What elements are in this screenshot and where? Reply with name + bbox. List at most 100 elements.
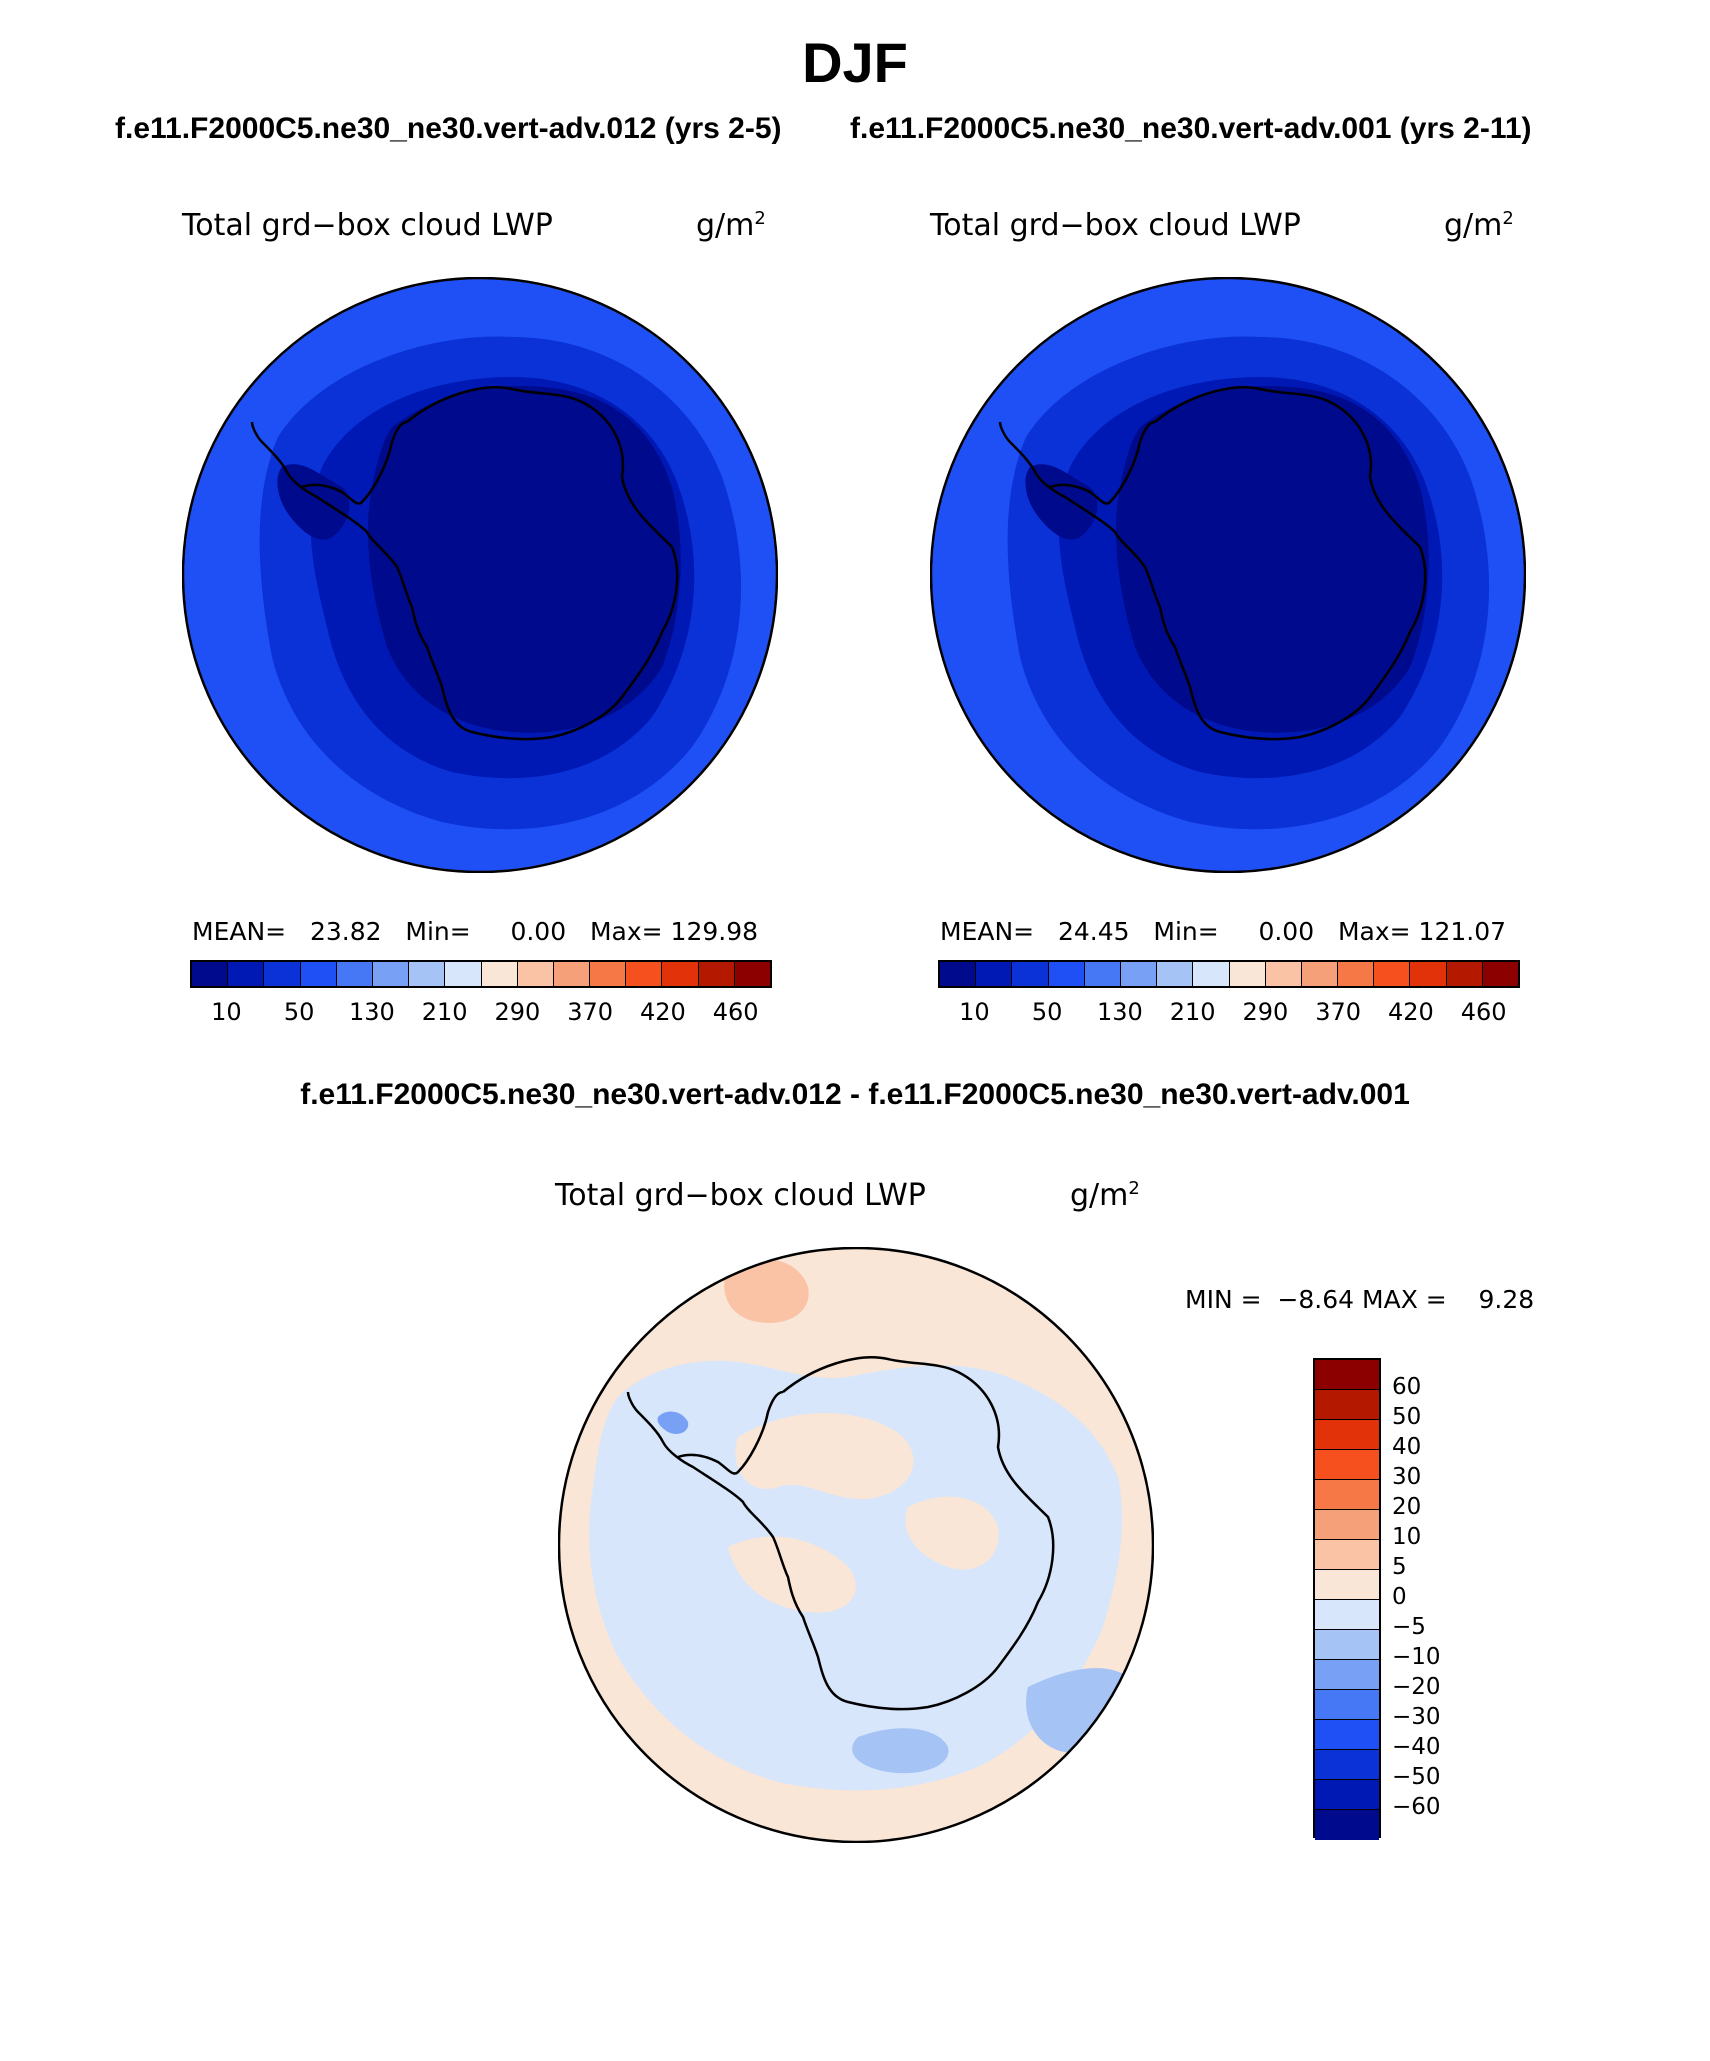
colorbar-tick-label: 5 [1392, 1554, 1407, 1580]
colorbar-tick-label: −50 [1392, 1764, 1441, 1790]
colorbar-tick-label: 50 [283, 998, 315, 1026]
diff-minmax: MIN = −8.64 MAX = 9.28 [1185, 1285, 1535, 1314]
colorbar-swatch [1482, 962, 1518, 986]
colorbar-tick-label: −5 [1392, 1614, 1426, 1640]
colorbar-tick-label: 370 [1315, 998, 1362, 1026]
positive-patch [724, 1258, 809, 1323]
colorbar-swatch [1315, 1420, 1379, 1450]
colorbar-swatch [300, 962, 337, 986]
colorbar-tick-label: 210 [421, 998, 468, 1026]
colorbar-swatch [734, 962, 770, 986]
colorbar-left [190, 960, 772, 988]
colorbar-swatch [1410, 962, 1447, 986]
units-left: g/m2 [696, 208, 766, 243]
colorbar-swatch [372, 962, 410, 986]
colorbar-tick-label: 60 [1392, 1374, 1422, 1400]
colorbar-tick-label: −40 [1392, 1734, 1441, 1760]
colorbar-difference [1313, 1358, 1381, 1840]
colorbar-swatch [1315, 1540, 1379, 1570]
colorbar-swatch [1193, 962, 1230, 986]
colorbar-swatch [1084, 962, 1121, 986]
colorbar-swatch [1315, 1690, 1379, 1720]
colorbar-swatch [1315, 1780, 1379, 1810]
colorbar-swatch [1315, 1630, 1379, 1660]
variable-label-diff: Total grd−box cloud LWP [555, 1178, 926, 1213]
colorbar-swatch [698, 962, 735, 986]
colorbar-right-ticks: 10 50 130 210 290 370 420 460 [938, 998, 1520, 1028]
coastline [250, 386, 679, 741]
colorbar-tick-label: 420 [639, 998, 686, 1026]
colorbar-difference-ticks: 60 50 40 30 20 10 5 0 −5 −10 −20 −30 −40 −50 −60 [1392, 1358, 1472, 1838]
colorbar-swatch [1315, 1720, 1379, 1750]
colorbar-swatch [264, 962, 301, 986]
colorbar-swatch [517, 962, 554, 986]
colorbar-swatch [590, 962, 627, 986]
colorbar-swatch [1120, 962, 1158, 986]
colorbar-swatch [228, 962, 265, 986]
coastline [626, 1356, 1055, 1711]
colorbar-right [938, 960, 1520, 988]
colorbar-swatch [1157, 962, 1194, 986]
antarctic-core [1115, 386, 1429, 733]
colorbar-tick-label: 460 [1460, 998, 1507, 1026]
variable-label-left: Total grd−box cloud LWP [182, 208, 553, 243]
colorbar-swatch [1315, 1480, 1379, 1510]
colorbar-tick-label: −10 [1392, 1644, 1441, 1670]
coastline [998, 386, 1427, 741]
colorbar-swatch [1315, 1660, 1379, 1690]
colorbar-swatch [626, 962, 663, 986]
map-difference [558, 1247, 1154, 1843]
colorbar-tick-label: 50 [1031, 998, 1063, 1026]
colorbar-tick-label: 290 [494, 998, 541, 1026]
colorbar-tick-label: 130 [348, 998, 395, 1026]
colorbar-swatch [1315, 1390, 1379, 1420]
colorbar-swatch [1338, 962, 1375, 986]
colorbar-tick-label: −20 [1392, 1674, 1441, 1700]
colorbar-swatch [409, 962, 446, 986]
colorbar-tick-label: 30 [1392, 1464, 1422, 1490]
map-left [182, 277, 778, 873]
colorbar-left-ticks: 10 50 130 210 290 370 420 460 [190, 998, 772, 1028]
difference-title: f.e11.F2000C5.ne30_ne30.vert-adv.012 - f… [300, 1078, 1410, 1111]
stats-left: MEAN= 23.82 Min= 0.00 Max= 129.98 [192, 917, 759, 946]
colorbar-tick-label: 10 [1392, 1524, 1422, 1550]
colorbar-swatch [1012, 962, 1049, 986]
colorbar-tick-label: 20 [1392, 1494, 1422, 1520]
colorbar-swatch [336, 962, 373, 986]
colorbar-tick-label: 460 [712, 998, 759, 1026]
map-right [930, 277, 1526, 873]
colorbar-tick-label: 290 [1242, 998, 1289, 1026]
colorbar-tick-label: 210 [1169, 998, 1216, 1026]
colorbar-swatch [1315, 1450, 1379, 1480]
colorbar-swatch [1315, 1360, 1379, 1390]
variable-label-right: Total grd−box cloud LWP [930, 208, 1301, 243]
colorbar-swatch [481, 962, 518, 986]
colorbar-swatch [940, 962, 977, 986]
colorbar-tick-label: −30 [1392, 1704, 1441, 1730]
colorbar-swatch [1374, 962, 1411, 986]
colorbar-swatch [1265, 962, 1302, 986]
colorbar-swatch [1446, 962, 1483, 986]
colorbar-tick-label: 130 [1096, 998, 1143, 1026]
colorbar-tick-label: 10 [959, 998, 990, 1026]
colorbar-swatch [1301, 962, 1339, 986]
colorbar-tick-label: 50 [1392, 1404, 1422, 1430]
colorbar-swatch [976, 962, 1013, 986]
case-title-right: f.e11.F2000C5.ne30_ne30.vert-adv.001 (yr… [850, 112, 1532, 145]
colorbar-swatch [662, 962, 699, 986]
colorbar-swatch [1315, 1510, 1379, 1540]
case-title-left: f.e11.F2000C5.ne30_ne30.vert-adv.012 (yr… [115, 112, 782, 145]
units-diff: g/m2 [1070, 1178, 1140, 1213]
colorbar-tick-label: 10 [211, 998, 242, 1026]
colorbar-swatch [1048, 962, 1085, 986]
figure-title: DJF [802, 31, 908, 94]
antarctic-core [367, 386, 681, 733]
colorbar-swatch [553, 962, 591, 986]
colorbar-tick-label: 40 [1392, 1434, 1422, 1460]
colorbar-tick-label: 370 [567, 998, 614, 1026]
colorbar-swatch [1315, 1810, 1379, 1840]
colorbar-swatch [445, 962, 482, 986]
colorbar-swatch [1315, 1750, 1379, 1780]
negative-field [589, 1360, 1123, 1791]
colorbar-tick-label: 0 [1392, 1584, 1407, 1610]
